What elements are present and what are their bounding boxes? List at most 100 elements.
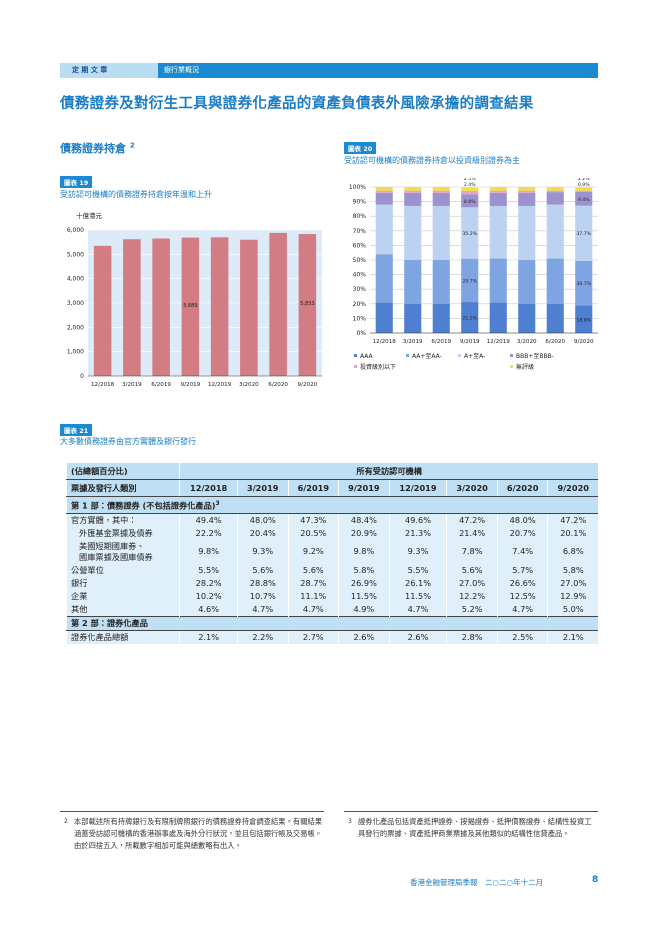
data-label: 5,689	[183, 303, 197, 309]
footnote: 3 證券化產品包括資產抵押證券、按揭證券、抵押債務證券、結構性投資工具發行的票據、…	[348, 816, 598, 840]
cell: 2.7%	[287, 630, 339, 644]
bar-segment	[461, 190, 479, 195]
cell: 47.2%	[547, 513, 598, 527]
column-header: 9/2019	[338, 479, 390, 497]
cell: 5.8%	[547, 563, 598, 577]
bar-segment	[432, 303, 450, 333]
footnote-number: 2	[64, 818, 68, 825]
bar-segment	[404, 190, 422, 193]
cell: 5.5%	[179, 563, 238, 577]
bar-segment	[461, 194, 479, 208]
figure-label: 圖表 19	[60, 176, 93, 188]
data-row: 企業 10.2% 10.7% 11.1% 11.5% 11.5% 12.2% 12.5% 12.…	[65, 589, 598, 603]
bar-segment	[375, 192, 393, 205]
data-label: 8.8%	[464, 199, 476, 205]
data-label: 21.2%	[462, 316, 477, 322]
cell: 28.2%	[179, 576, 238, 590]
row-label: 證券化產品總額	[65, 630, 180, 644]
footnote-text: 證券化產品包括資產抵押證券、按揭證券、抵押債務證券、結構性投資工具發行的票據、資…	[358, 817, 592, 838]
x-tick-label: 6/2019	[151, 382, 171, 388]
bar-segment	[575, 191, 593, 206]
chart: 十億港元 0 1,000 2,000 3,000 4,000 5,000 6,000 12/2…	[67, 211, 322, 388]
cell: 47.2%	[446, 513, 498, 527]
x-tick-label: 3/2020	[239, 382, 259, 388]
cell: 47.3%	[287, 513, 339, 527]
bar-segment	[575, 190, 593, 192]
bar-segment	[489, 205, 507, 259]
data-label: 35.2%	[462, 231, 477, 237]
subheading: 債務證券持倉 2	[60, 140, 135, 156]
chart: 0% 10% 20% 30% 40% 50% 60% 70% 80% 90% 100% 12/2018…	[349, 178, 598, 371]
x-tick-label: 12/2018	[373, 339, 397, 345]
data-label: 18.8%	[576, 317, 591, 323]
bar-segment	[461, 258, 479, 303]
cell: 20.9%	[338, 526, 390, 540]
cell: 9.8%	[338, 539, 390, 564]
legend-label: AA+至AA-	[412, 353, 442, 360]
data-row: 官方實體，其中： 49.4% 48.0% 47.3% 48.4% 49.6% 47.2% 48…	[65, 513, 598, 527]
column-header: 6/2020	[496, 479, 548, 497]
cell: 5.2%	[446, 602, 498, 617]
header-bar: 定 期 文 章 銀行業概況	[60, 63, 598, 78]
figure-caption: 受訪認可機構的債務證券持倉以投資級別證券為主	[344, 156, 520, 165]
x-tick-label: 6/2020	[268, 382, 288, 388]
y-tick-label: 70%	[353, 228, 367, 235]
data-label: 9.4%	[578, 197, 590, 203]
legend-label: A+至A-	[464, 353, 485, 360]
legend-label: BBB+至BBB-	[516, 353, 554, 360]
data-row: 外匯基金票據及債券 22.2% 20.4% 20.5% 20.9% 21.3% 21.4% 2…	[65, 526, 598, 540]
bar-segment	[375, 302, 393, 333]
cell: 4.7%	[287, 602, 339, 617]
cell: 20.4%	[236, 526, 289, 540]
x-tick-label: 6/2020	[545, 339, 565, 345]
bar-segment	[518, 192, 536, 206]
cell: 11.1%	[287, 589, 339, 603]
bar-segment	[375, 187, 393, 191]
y-tick-label: 40%	[353, 272, 367, 279]
row-label: 官方實體，其中：	[65, 513, 180, 527]
section-text: 第 2 部：證券化產品	[71, 617, 148, 628]
footnote-text: 本部載述所有持牌銀行及有限制牌照銀行的債務證券持倉調查結果。有關結果涵蓋受訪認可…	[74, 817, 323, 850]
x-tick-label: 3/2019	[122, 382, 142, 388]
row-label: 企業	[65, 589, 180, 603]
bar-segment	[546, 204, 564, 259]
cell: 26.6%	[496, 576, 548, 590]
y-tick-label: 6,000	[67, 227, 84, 234]
y-tick-label: 50%	[353, 257, 367, 264]
section-row: 第 2 部：證券化產品	[66, 615, 598, 631]
data-table: (佔總額百分比) 所有受訪認可機構 票據及發行人類別 12/2018 3/2019 6/2…	[65, 463, 598, 644]
cell: 9.3%	[236, 539, 289, 564]
cell: 5.7%	[496, 563, 548, 577]
cell: 20.5%	[287, 526, 339, 540]
cell: 2.6%	[338, 630, 390, 644]
data-label: 2.4%	[464, 182, 476, 188]
cell: 28.7%	[287, 576, 339, 590]
legend-swatch	[354, 365, 357, 368]
section-title: 第 1 部：債務證券 (不包括證券化產品)3	[66, 496, 598, 514]
cell: 49.6%	[388, 513, 447, 527]
cell: 7.4%	[496, 539, 548, 564]
bar	[210, 237, 229, 376]
y-tick-label: 5,000	[67, 251, 84, 258]
cell: 5.6%	[446, 563, 498, 577]
y-tick-label: 100%	[349, 184, 366, 191]
bar	[240, 239, 258, 376]
data-label: 37.7%	[576, 231, 591, 237]
cell: 48.0%	[496, 513, 548, 527]
data-row: 美國短期國庫券、 國庫票據及國庫債券 9.8% 9.3% 9.2% 9.8% 9.3% 7.…	[65, 539, 598, 564]
column-header: 12/2018	[179, 479, 238, 497]
bar-segment	[432, 205, 450, 260]
bar-segment	[546, 303, 564, 333]
cell: 4.7%	[236, 602, 289, 617]
x-tick-label: 6/2019	[431, 339, 451, 345]
bar	[181, 237, 200, 376]
figure-label: 圖表 20	[344, 142, 377, 154]
cell: 4.9%	[338, 602, 390, 617]
y-tick-label: 1,000	[67, 349, 84, 356]
header-subsection: 銀行業概況	[164, 66, 199, 74]
cell: 2.8%	[446, 630, 498, 644]
x-tick-label: 3/2019	[403, 339, 423, 345]
y-tick-label: 60%	[353, 242, 367, 249]
row-label: 公營單位	[65, 563, 180, 577]
